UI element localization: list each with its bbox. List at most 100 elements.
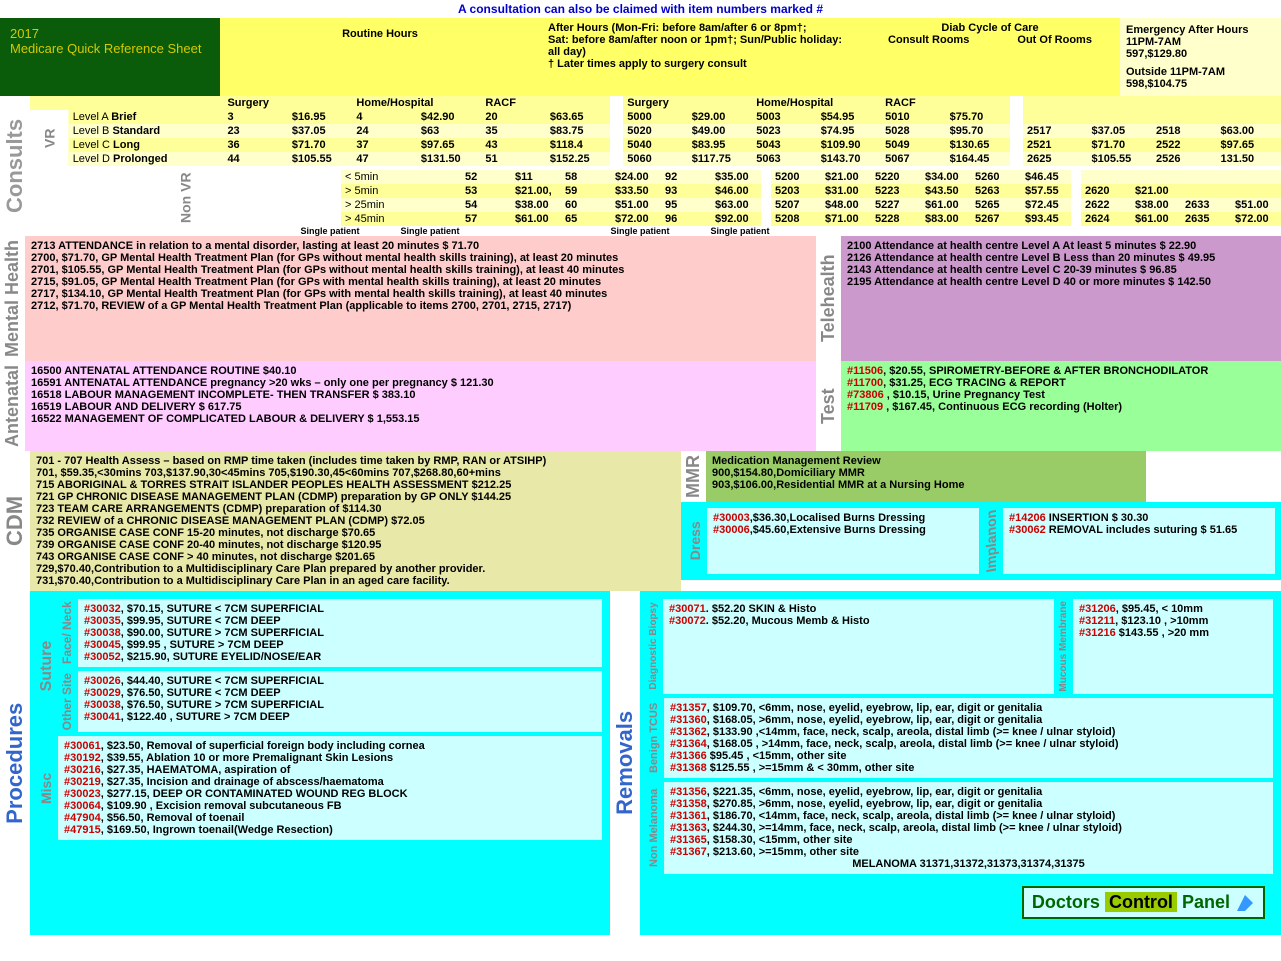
diab-col1: Consult Rooms: [888, 34, 969, 46]
removals-box: Diagnostic Biopsy #30071. $52.20 SKIN & …: [640, 591, 1281, 935]
emerg-title: Emergency After Hours 11PM-7AM: [1126, 24, 1275, 48]
item: 2126 Attendance at health centre Level B…: [847, 252, 1275, 264]
item: 2715, $91.05, GP Mental Health Treatment…: [31, 276, 810, 288]
item: #11709 , $167.45, Continuous ECG recordi…: [847, 401, 1275, 413]
top-note: A consultation can also be claimed with …: [0, 0, 1281, 18]
item: 723 TEAM CARE ARRANGEMENTS (CDMP) prepar…: [36, 503, 675, 515]
item: #30032, $70.15, SUTURE < 7CM SUPERFICIAL: [84, 603, 596, 615]
misc-box: #30061, $23.50, Removal of superficial f…: [58, 736, 602, 840]
mh-label: Mental Health: [0, 236, 25, 361]
item: #14206 INSERTION $ 30.30: [1009, 512, 1269, 524]
item: #30038, $90.00, SUTURE > 7CM SUPERFICIAL: [84, 627, 596, 639]
item: #30072. $52.20, Mucous Memb & Histo: [669, 615, 1048, 627]
item: 2143 Attendance at health centre Level C…: [847, 264, 1275, 276]
item: #30192, $39.55, Ablation 10 or more Prem…: [64, 752, 596, 764]
mh-tele-row: Mental Health 2713 ATTENDANCE in relatio…: [0, 236, 1281, 361]
item: 731,$70.40,Contribution to a Multidiscip…: [36, 575, 675, 587]
nonmel-box: #31356, $221.35, <6mm, nose, eyelid, eye…: [664, 782, 1273, 874]
item: #31211, $123.10 , >10mm: [1079, 615, 1267, 627]
emerg-item1: 597,$129.80: [1126, 48, 1275, 60]
item: #11506, $20.55, SPIROMETRY-BEFORE & AFTE…: [847, 365, 1275, 377]
item: 2713 ATTENDANCE in relation to a mental …: [31, 240, 810, 252]
item: 2701, $105.55, GP Mental Health Treatmen…: [31, 264, 810, 276]
item: 735 ORGANISE CASE CONF 15-20 minutes, no…: [36, 527, 675, 539]
dcp-p: Panel: [1182, 892, 1230, 912]
dress-label: Dress: [685, 506, 705, 576]
consults-label: Consults: [0, 96, 30, 236]
emerg-item2: 598,$104.75: [1126, 78, 1275, 90]
suture-label: Suture: [36, 597, 58, 734]
title-year: 2017: [10, 26, 210, 41]
benign-label: Benign TCUS: [646, 696, 662, 780]
item: #31364, $168.05 , >14mm, face, neck, sca…: [670, 738, 1267, 750]
diag-label: Diagnostic Biopsy: [646, 597, 661, 696]
mh-box: 2713 ATTENDANCE in relation to a mental …: [25, 236, 816, 361]
implanon-box: #14206 INSERTION $ 30.30#30062 REMOVAL i…: [1003, 508, 1275, 574]
item: #30029, $76.50, SUTURE < 7CM DEEP: [84, 687, 596, 699]
suture-face-box: #30032, $70.15, SUTURE < 7CM SUPERFICIAL…: [78, 599, 602, 667]
item: #30062 REMOVAL includes suturing $ 51.65: [1009, 524, 1269, 536]
item: #47915, $169.50, Ingrown toenail(Wedge R…: [64, 824, 596, 836]
item: 701 - 707 Health Assess – based on RMP t…: [36, 455, 675, 467]
test-label: Test: [816, 361, 841, 451]
mmr-box: Medication Management Review900,$154.80,…: [706, 451, 1146, 502]
item: 16519 LABOUR AND DELIVERY $ 617.75: [31, 401, 810, 413]
mucous-label: Mucous Membrane: [1056, 597, 1071, 696]
benign-box: #31357, $109.70, <6mm, nose, eyelid, eye…: [664, 698, 1273, 778]
item: #30038, $76.50, SUTURE > 7CM SUPERFICIAL: [84, 699, 596, 711]
item: #73806 , $10.15, Urine Pregnancy Test: [847, 389, 1275, 401]
item: #31366 $95.45 , <15mm, other site: [670, 750, 1267, 762]
removals-label: Removals: [610, 591, 640, 935]
dress-box: #30003,$36.30,Localised Burns Dressing#3…: [707, 508, 979, 574]
item: #30003,$36.30,Localised Burns Dressing: [713, 512, 973, 524]
item: 2717, $134.10, GP Mental Health Treatmen…: [31, 288, 810, 300]
item: #30061, $23.50, Removal of superficial f…: [64, 740, 596, 752]
ante-label: Antenatal: [0, 361, 25, 451]
item: 732 REVIEW of a CHRONIC DISEASE MANAGEME…: [36, 515, 675, 527]
item: #30052, $215.90, SUTURE EYELID/NOSE/EAR: [84, 651, 596, 663]
item: #30219, $27.35, Incision and drainage of…: [64, 776, 596, 788]
mmr-label: MMR: [681, 451, 706, 502]
item: #30006,$45.60,Extensive Burns Dressing: [713, 524, 973, 536]
item: #30045, $99.95 , SUTURE > 7CM DEEP: [84, 639, 596, 651]
misc-label: Misc: [36, 734, 56, 842]
item: 16522 MANAGEMENT OF COMPLICATED LABOUR &…: [31, 413, 810, 425]
consults-section: Consults SurgeryHome/HospitalRACFSurgery…: [0, 96, 1281, 236]
item: #31357, $109.70, <6mm, nose, eyelid, eye…: [670, 702, 1267, 714]
face-label: Face/ Neck: [58, 597, 76, 669]
item: 729,$70.40,Contribution to a Multidiscip…: [36, 563, 675, 575]
item: 2712, $71.70, REVIEW of a GP Mental Heal…: [31, 300, 810, 312]
header-row: 2017 Medicare Quick Reference Sheet Rout…: [0, 18, 1281, 96]
afterhours-header: After Hours (Mon-Fri: before 8am/after 6…: [540, 18, 860, 96]
item: #31362, $133.90 ,<14mm, face, neck, scal…: [670, 726, 1267, 738]
tele-label: Telehealth: [816, 236, 841, 361]
procedures-label: Procedures: [0, 591, 30, 935]
item: 721 GP CHRONIC DISEASE MANAGEMENT PLAN (…: [36, 491, 675, 503]
emergency-box: Emergency After Hours 11PM-7AM 597,$129.…: [1120, 18, 1281, 96]
cdm-row: CDM 701 - 707 Health Assess – based on R…: [0, 451, 1281, 591]
item: #30071. $52.20 SKIN & Histo: [669, 603, 1048, 615]
item: #30064, $109.90 , Excision removal subcu…: [64, 800, 596, 812]
implanon-label: Implanon: [981, 504, 1001, 578]
item: 16500 ANTENATAL ATTENDANCE ROUTINE $40.1…: [31, 365, 810, 377]
item: #11700, $31.25, ECG TRACING & REPORT: [847, 377, 1275, 389]
item: 715 ABORIGINAL & TORRES STRAIT ISLANDER …: [36, 479, 675, 491]
item: #30035, $99.95, SUTURE < 7CM DEEP: [84, 615, 596, 627]
dcp-c: Control: [1105, 892, 1177, 912]
other-label: Other Site: [58, 669, 76, 734]
dcp-d: Doctors: [1032, 892, 1100, 912]
mucous-box: #31206, $95.45, < 10mm#31211, $123.10 , …: [1073, 599, 1273, 694]
item: #30216, $27.35, HAEMATOMA, aspiration of: [64, 764, 596, 776]
cdm-label: CDM: [0, 451, 30, 591]
item: #31216 $143.55 , >20 mm: [1079, 627, 1267, 639]
item: #30026, $44.40, SUTURE < 7CM SUPERFICIAL: [84, 675, 596, 687]
item: #31206, $95.45, < 10mm: [1079, 603, 1267, 615]
routine-header: Routine Hours: [220, 18, 540, 96]
proc-rem-row: Procedures Suture Face/ Neck #30032, $70…: [0, 591, 1281, 935]
diab-col2: Out Of Rooms: [1017, 34, 1092, 46]
item: #47904, $56.50, Removal of toenail: [64, 812, 596, 824]
item: #31360, $168.05, >6mm, nose, eyelid, eye…: [670, 714, 1267, 726]
item: 16591 ANTENATAL ATTENDANCE pregnancy >20…: [31, 377, 810, 389]
diag-box: #30071. $52.20 SKIN & Histo#30072. $52.2…: [663, 599, 1054, 694]
item: 739 ORGANISE CASE CONF 20-40 minutes, no…: [36, 539, 675, 551]
